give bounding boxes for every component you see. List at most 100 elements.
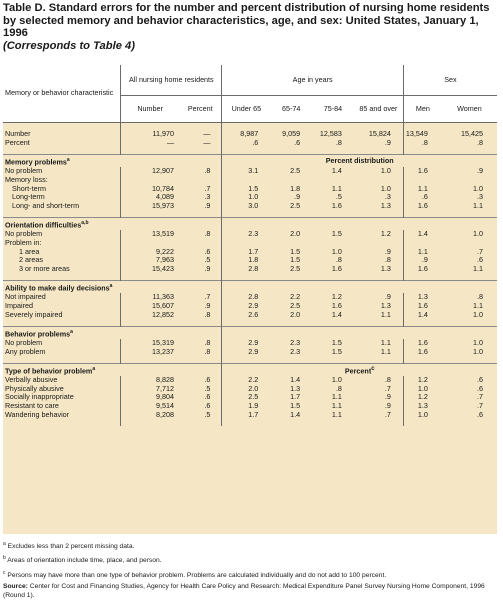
table-cell: 2.8 (221, 293, 271, 302)
spacer-row (3, 147, 497, 155)
table-cell: 13,519 (120, 230, 179, 239)
spacer-row (3, 210, 497, 218)
table-cell: 1.3 (402, 402, 442, 411)
divider-cell (179, 280, 222, 282)
table-cell: 1.6 (331, 300, 342, 310)
row-label: Number (5, 129, 31, 139)
table-cell: 15,973 (120, 201, 179, 211)
table-cell: .3 (477, 192, 483, 202)
table-cell: 1.1 (380, 338, 391, 348)
table-cell: 12,852 (120, 310, 179, 319)
table-cell: .6 (204, 246, 211, 256)
table-cell: .6 (294, 137, 301, 147)
section-group-label: Percentc (221, 364, 497, 377)
table-cell: .5 (204, 409, 211, 419)
divider-cell (221, 280, 271, 282)
table-cell (402, 175, 442, 185)
table-cell: .9 (204, 200, 211, 210)
footnotes: a Excludes less than 2 percent missing d… (3, 540, 499, 603)
divider-cell (441, 154, 497, 156)
table-cell: 1.4 (402, 310, 442, 319)
table-cell: 15,824 (368, 129, 391, 139)
table-cell (354, 176, 404, 185)
table-cell: 15,319 (120, 339, 179, 348)
footnote-marker: a (66, 156, 70, 163)
spacer-cell (179, 210, 222, 218)
table-cell: 1.0 (473, 229, 483, 239)
table-cell: .8 (204, 229, 211, 239)
table-cell: 2.5 (290, 200, 301, 210)
table-cell: 11,970 (120, 130, 179, 139)
table-row: Impaired 15,607 .9 2.9 2.5 1.6 1.3 1.6 1.1 (3, 300, 497, 311)
footnote-mark: c (3, 569, 6, 576)
spacer-cell (120, 147, 179, 155)
table-cell: .6 (204, 392, 211, 402)
divider-cell (312, 154, 354, 156)
divider-cell (270, 154, 313, 156)
table-cell: 1.2 (402, 376, 442, 385)
table-cell: 1.1 (473, 300, 483, 310)
spacer-cell (270, 419, 312, 426)
table-cell: .8 (204, 166, 211, 176)
table-cell: 1.1 (331, 183, 342, 193)
table-cell: 1.0 (402, 410, 442, 420)
divider-cell (270, 363, 313, 365)
table-cell: — (120, 138, 179, 148)
table-cell: 1.3 (380, 263, 391, 273)
row-label: No problem (5, 338, 43, 348)
spacer-cell (270, 147, 312, 155)
table-row: 2 areas 7,963 .5 1.8 1.5 .8 .8 .9 .6 (3, 256, 497, 265)
column-header: 65-74 (270, 95, 313, 123)
table-cell: 1.3 (380, 300, 391, 310)
divider-cell (3, 326, 121, 327)
spacer-cell (3, 419, 121, 426)
column-header: 85 and over (353, 95, 404, 123)
table-cell: .8 (402, 138, 442, 148)
section-divider (3, 217, 497, 219)
table-cell: .8 (335, 137, 342, 147)
footnote-marker: a,b (81, 219, 89, 226)
table-cell: 2.8 (221, 264, 271, 274)
divider-cell (3, 280, 121, 282)
spacer-cell (3, 210, 121, 218)
spacer-cell (179, 319, 222, 327)
section-title-text: Memory problems (5, 157, 67, 167)
table-cell: 1.0 (473, 309, 483, 319)
spacer-cell (402, 419, 442, 427)
table-cell: 1.1 (331, 392, 342, 402)
table-cell: 1.1 (331, 401, 342, 411)
table-cell: 1.1 (380, 309, 391, 319)
table-cell: 4,089 (120, 193, 179, 202)
column-header: Percent (179, 95, 222, 123)
table-row: No problem 12,907 .8 3.1 2.5 1.4 1.0 1.6 .9 (3, 167, 497, 176)
spacer-cell (120, 419, 179, 427)
column-header: Number (120, 95, 179, 123)
table-cell: 2.6 (221, 310, 271, 319)
table-cell: 2.5 (290, 263, 301, 273)
column-header: Under 65 (221, 95, 271, 123)
spacer-cell (442, 419, 497, 426)
table-row: 1 area 9,222 .6 1.7 1.5 1.0 .9 1.1 .7 (3, 247, 497, 256)
row-label: Verbally abusive (5, 375, 58, 385)
section-divider (3, 363, 497, 365)
table-cell: .9 (204, 300, 211, 310)
table-cell: 1.4 (331, 166, 342, 176)
table-cell (221, 175, 271, 185)
table-row: Long-term 4,089 .3 1.0 .9 .5 .3 .6 .3 (3, 193, 497, 202)
spacer-cell (221, 419, 271, 427)
table-cell: .7 (477, 401, 483, 411)
table-row: 3 or more areas 15,423 .9 2.8 2.5 1.6 1.3 1.6 1.… (3, 263, 497, 274)
spacer-cell (120, 318, 179, 327)
spacer-cell (120, 356, 179, 364)
row-label: Socially inappropriate (5, 392, 74, 402)
data-table: Memory or behavior characteristic All nu… (3, 65, 497, 427)
footnote: a Excludes less than 2 percent missing d… (3, 540, 499, 551)
table-cell: 1.5 (331, 338, 342, 348)
table-cell: 1.4 (290, 409, 301, 419)
table-cell: .6 (221, 138, 271, 148)
row-label-header: Memory or behavior characteristic (3, 65, 121, 123)
row-label: Memory loss: (5, 174, 48, 184)
spacer-cell (270, 356, 312, 364)
row-label: Severely impaired (5, 309, 63, 319)
